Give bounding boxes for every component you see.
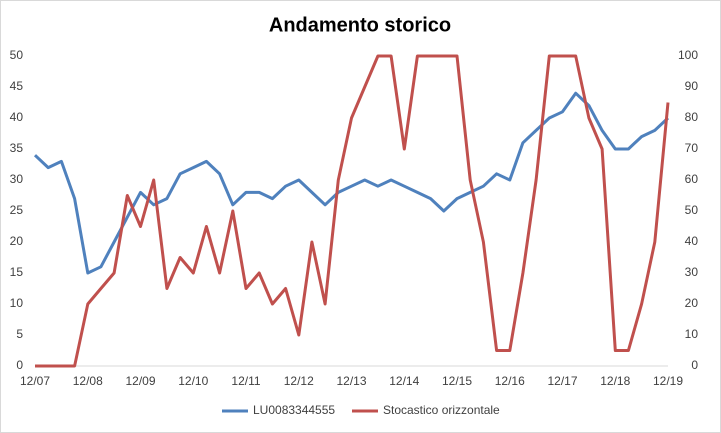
y-tick-label: 5 bbox=[16, 327, 23, 341]
y2-tick-label: 40 bbox=[685, 234, 699, 248]
y-tick-label: 15 bbox=[10, 265, 24, 279]
y2-tick-label: 70 bbox=[685, 141, 699, 155]
y2-tick-label: 0 bbox=[691, 358, 698, 372]
x-tick-label: 12/13 bbox=[336, 374, 366, 388]
y-tick-label: 35 bbox=[10, 141, 24, 155]
y2-tick-label: 20 bbox=[685, 296, 699, 310]
y-tick-label: 10 bbox=[10, 296, 24, 310]
x-tick-label: 12/14 bbox=[389, 374, 419, 388]
y-tick-label: 0 bbox=[16, 358, 23, 372]
y-tick-label: 20 bbox=[10, 234, 24, 248]
y2-tick-label: 80 bbox=[685, 110, 699, 124]
x-tick-label: 12/19 bbox=[653, 374, 683, 388]
x-tick-label: 12/09 bbox=[125, 374, 155, 388]
x-tick-label: 12/16 bbox=[495, 374, 525, 388]
y2-tick-label: 30 bbox=[685, 265, 699, 279]
x-tick-label: 12/15 bbox=[442, 374, 472, 388]
y2-tick-label: 50 bbox=[685, 203, 699, 217]
x-tick-label: 12/08 bbox=[73, 374, 103, 388]
legend-label: Stocastico orizzontale bbox=[383, 403, 500, 417]
x-tick-label: 12/11 bbox=[231, 374, 260, 388]
series-line bbox=[33, 91, 670, 275]
chart-title: Andamento storico bbox=[269, 14, 451, 36]
legend-label: LU0083344555 bbox=[253, 403, 335, 417]
y2-tick-label: 60 bbox=[685, 172, 699, 186]
y2-tick-label: 10 bbox=[685, 327, 699, 341]
x-tick-label: 12/07 bbox=[20, 374, 50, 388]
x-tick-label: 12/17 bbox=[547, 374, 577, 388]
y-tick-label: 45 bbox=[10, 79, 24, 93]
y-tick-label: 25 bbox=[10, 203, 24, 217]
y2-tick-label: 90 bbox=[685, 79, 699, 93]
y2-tick-label: 100 bbox=[678, 48, 698, 62]
y-tick-label: 30 bbox=[10, 172, 24, 186]
x-tick-label: 12/18 bbox=[600, 374, 630, 388]
y-tick-label: 50 bbox=[10, 48, 24, 62]
x-tick-label: 12/12 bbox=[284, 374, 314, 388]
y-tick-label: 40 bbox=[10, 110, 24, 124]
series-line bbox=[35, 54, 670, 368]
x-tick-label: 12/10 bbox=[178, 374, 208, 388]
